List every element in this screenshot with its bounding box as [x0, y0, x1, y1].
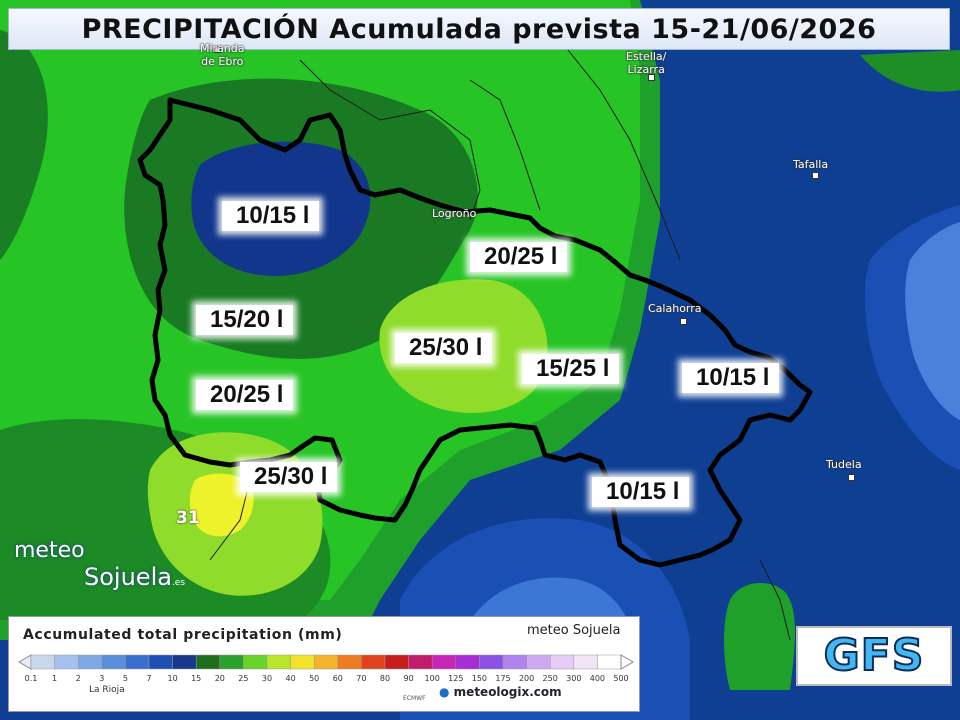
- legend-tick-label: 175: [495, 674, 510, 683]
- city-marker-tafalla: [812, 172, 819, 179]
- legend-tick-label: 5: [123, 674, 128, 683]
- legend-tick-label: 2: [76, 674, 81, 683]
- map-title-bar: PRECIPITACIÓN Acumulada prevista 15-21/0…: [8, 8, 950, 50]
- zone-green-northeast: [860, 50, 960, 92]
- range-label-logrono-east: 20/25 l: [470, 242, 568, 272]
- brand-suffix: .es: [171, 578, 186, 588]
- city-marker-tudela: [848, 474, 855, 481]
- zone-green-southeast: [724, 582, 795, 690]
- zone-west-dark: [0, 30, 48, 260]
- legend-tick-label: 100: [425, 674, 440, 683]
- brand-watermark: meteo Sojuela.es: [14, 538, 185, 591]
- legend-tick-label: 90: [404, 674, 414, 683]
- legend-swatch: [77, 654, 103, 670]
- legend-region: La Rioja: [89, 685, 125, 695]
- legend-tick-label: 300: [566, 674, 581, 683]
- brand-word-sojuela: Sojuela: [84, 563, 172, 591]
- zone-30-40: [189, 473, 254, 537]
- city-marker-calahorra: [680, 318, 687, 325]
- legend-tick-label: 150: [472, 674, 487, 683]
- legend-swatch: [54, 654, 79, 670]
- range-label-west-center: 15/20 l: [196, 305, 294, 335]
- legend-tick-label: 500: [613, 674, 628, 683]
- legend-tick-label: 30: [262, 674, 272, 683]
- map-title: PRECIPITACIÓN Acumulada prevista 15-21/0…: [81, 14, 877, 45]
- legend-tick-label: 25: [238, 674, 248, 683]
- city-label-estella: Estella/ Lizarra: [626, 50, 667, 76]
- legend-swatch: [313, 654, 339, 670]
- legend-swatch: [125, 654, 150, 670]
- legend-swatch: [502, 654, 527, 670]
- range-label-southeast: 10/15 l: [592, 477, 690, 507]
- legend-tick-label: 3: [99, 674, 104, 683]
- legend-swatch: [479, 654, 504, 670]
- city-marker-miranda: [214, 46, 221, 53]
- model-badge: GFS: [796, 626, 952, 686]
- legend-swatch: [384, 654, 409, 670]
- legend-tick-label: 10: [168, 674, 178, 683]
- legend-tick-label: 0.1: [25, 674, 38, 683]
- range-label-north-pocket: 10/15 l: [222, 201, 320, 231]
- zone-7-east: [905, 222, 960, 420]
- legend-swatch: [148, 654, 173, 670]
- legend-arrow-right: [620, 654, 634, 670]
- model-name: GFS: [823, 629, 925, 682]
- legend-swatch: [361, 654, 386, 670]
- legend-brand: meteo Sojuela: [527, 623, 621, 638]
- legend-swatch: [195, 654, 221, 670]
- globe-icon: ●: [439, 685, 450, 699]
- legend-tick-label: 125: [448, 674, 463, 683]
- legend-ecmwf: ECMWF: [403, 695, 426, 702]
- legend-tick-label: 1: [52, 674, 57, 683]
- legend-swatch: [549, 654, 575, 670]
- legend-tick-label: 20: [215, 674, 225, 683]
- city-label-calahorra: Calahorra: [648, 302, 702, 315]
- city-label-tudela: Tudela: [826, 458, 862, 471]
- legend-swatch: [290, 654, 315, 670]
- range-label-east: 10/15 l: [682, 363, 780, 393]
- max-precip-value: 31: [176, 508, 200, 528]
- legend-swatch: [408, 654, 433, 670]
- legend-tick-label: 7: [146, 674, 151, 683]
- legend-swatch: [172, 654, 197, 670]
- legend-tick-label: 200: [519, 674, 534, 683]
- legend-arrow-left: [18, 654, 32, 670]
- legend-swatch: [30, 654, 55, 670]
- legend-tick-label: 50: [309, 674, 319, 683]
- city-label-miranda: Miranda de Ebro: [200, 42, 245, 68]
- legend-colorbar: 0.1 1 2 3 5 7 10 15 20 25 30 40 50 60 70 80 90 100 125 150 1…: [18, 654, 634, 683]
- legend-swatch: [455, 654, 480, 670]
- legend-swatch: [573, 654, 598, 670]
- city-marker-estella: [648, 74, 655, 81]
- rioja-boundary: [137, 97, 813, 568]
- legend-title: Accumulated total precipitation (mm): [23, 627, 343, 643]
- legend-swatch: [597, 654, 622, 670]
- legend-tick-label: 250: [543, 674, 558, 683]
- city-label-tafalla: Tafalla: [793, 158, 829, 171]
- range-label-ebro-middle: 15/25 l: [522, 354, 620, 384]
- city-label-logrono: Logroño: [432, 207, 477, 220]
- province-borders: [209, 39, 791, 641]
- legend-tick-label: 15: [191, 674, 201, 683]
- legend-swatch: [243, 654, 268, 670]
- legend-tick-label: 70: [356, 674, 366, 683]
- legend-credit: ● meteologix.com: [439, 685, 562, 699]
- legend-swatch: [101, 654, 126, 670]
- legend-tick-label: 60: [333, 674, 343, 683]
- legend-tick-label: 400: [590, 674, 605, 683]
- legend-credit-text: meteologix.com: [453, 685, 562, 699]
- legend-swatch: [526, 654, 551, 670]
- legend-swatch: [337, 654, 362, 670]
- range-label-center: 25/30 l: [395, 333, 493, 363]
- legend-swatch: [219, 654, 244, 670]
- brand-word-meteo: meteo: [14, 538, 85, 563]
- legend-swatch: [431, 654, 457, 670]
- legend-swatch: [266, 654, 291, 670]
- legend-tick-label: 80: [380, 674, 390, 683]
- legend-tick-label: 40: [286, 674, 296, 683]
- range-label-south-cameros: 25/30 l: [240, 462, 338, 492]
- range-label-southwest: 20/25 l: [196, 380, 294, 410]
- legend-panel: Accumulated total precipitation (mm) met…: [8, 616, 640, 712]
